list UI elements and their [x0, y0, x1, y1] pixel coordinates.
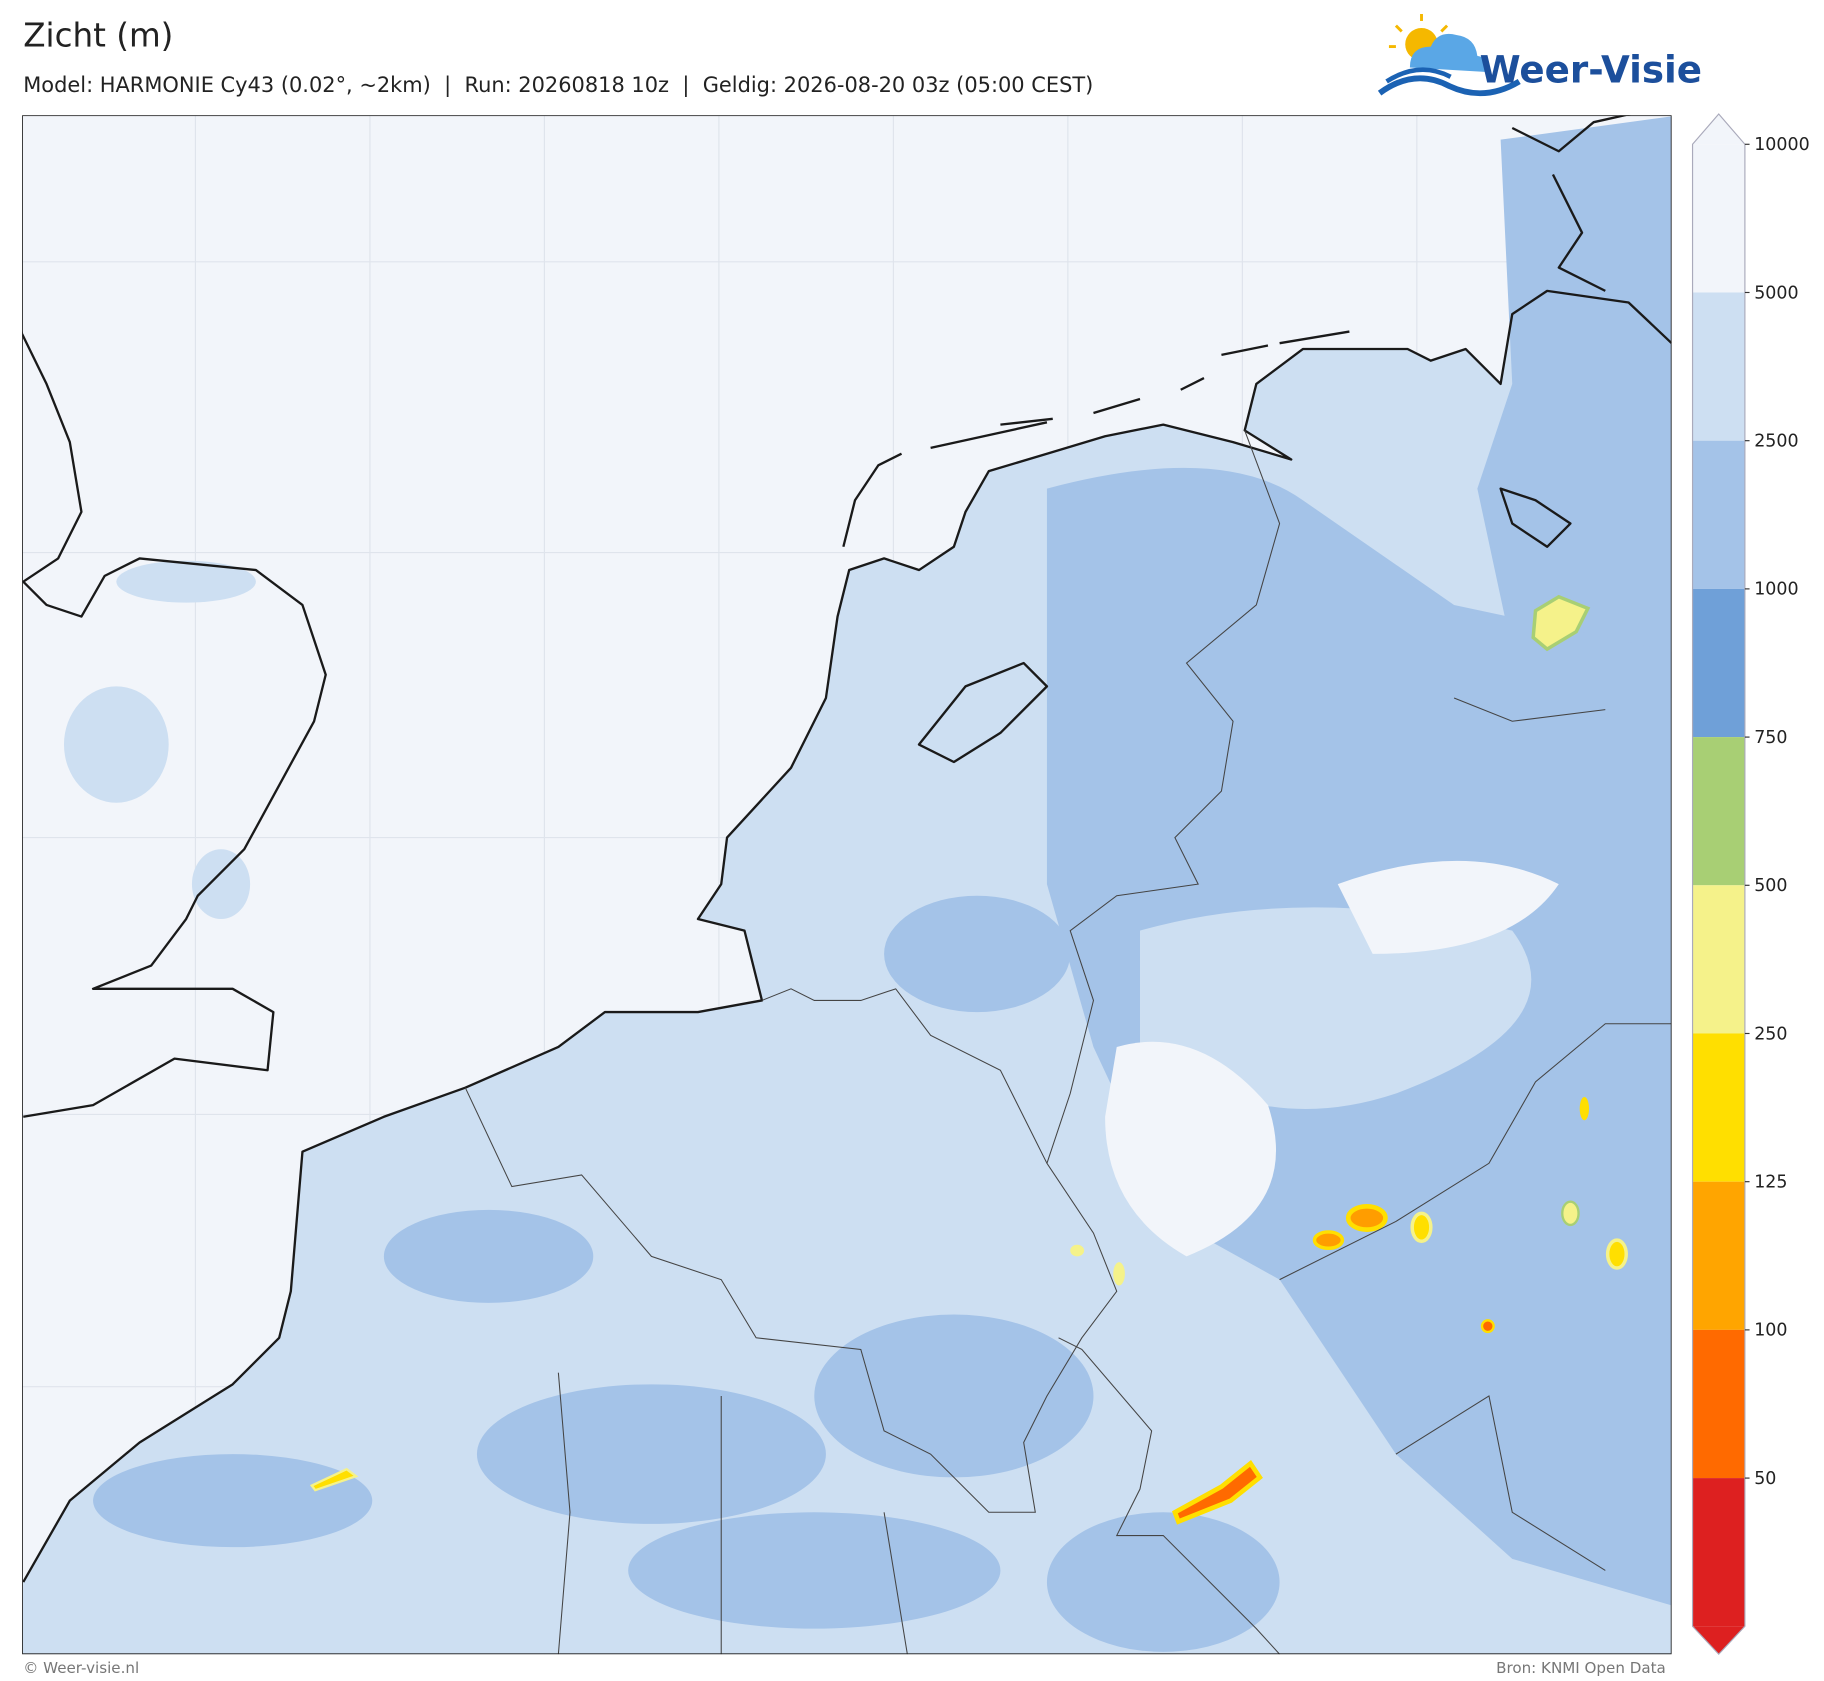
colorbar-band	[1692, 1478, 1745, 1627]
logo-text: Weer-Visie	[1480, 48, 1702, 92]
colorbar-extend	[1692, 1626, 1745, 1655]
colorbar-tick-label: 1000	[1754, 580, 1798, 600]
colorbar-tick-label: 500	[1754, 876, 1787, 896]
colorbar-tick-label: 250	[1754, 1024, 1787, 1044]
colorbar-tick-label: 10000	[1754, 135, 1809, 155]
colorbar-tick-label: 125	[1754, 1173, 1787, 1193]
colorbar-band	[1692, 737, 1745, 886]
colorbar-band	[1692, 1329, 1745, 1479]
colorbar-tick-label: 2500	[1754, 432, 1798, 452]
colorbar-tick-label: 750	[1754, 728, 1787, 748]
colorbar-band	[1692, 440, 1745, 589]
footer-right: Bron: KNMI Open Data	[1496, 1659, 1666, 1677]
colorbar-band	[1692, 588, 1745, 738]
subtitle: Model: HARMONIE Cy43 (0.02°, ~2km) | Run…	[23, 73, 1093, 98]
map	[22, 115, 1672, 1655]
colorbar: 10000 5000 2500 1000 750 500 250 125 100 50	[1691, 113, 1810, 1656]
colorbar-band	[1692, 1181, 1745, 1330]
colorbar-band	[1692, 1033, 1745, 1182]
footer-left: © Weer-visie.nl	[23, 1659, 139, 1677]
colorbar-extend	[1692, 114, 1745, 145]
logo: Weer-Visie	[1377, 13, 1702, 97]
colorbar-tick-label: 5000	[1754, 283, 1798, 303]
title: Zicht (m)	[23, 17, 173, 55]
colorbar-band	[1692, 144, 1745, 293]
colorbar-outline	[1691, 113, 1746, 1656]
colorbar-tick-label: 100	[1754, 1321, 1787, 1341]
colorbar-tick-label: 50	[1754, 1469, 1776, 1489]
colorbar-band	[1692, 885, 1745, 1034]
colorbar-band	[1692, 292, 1745, 441]
